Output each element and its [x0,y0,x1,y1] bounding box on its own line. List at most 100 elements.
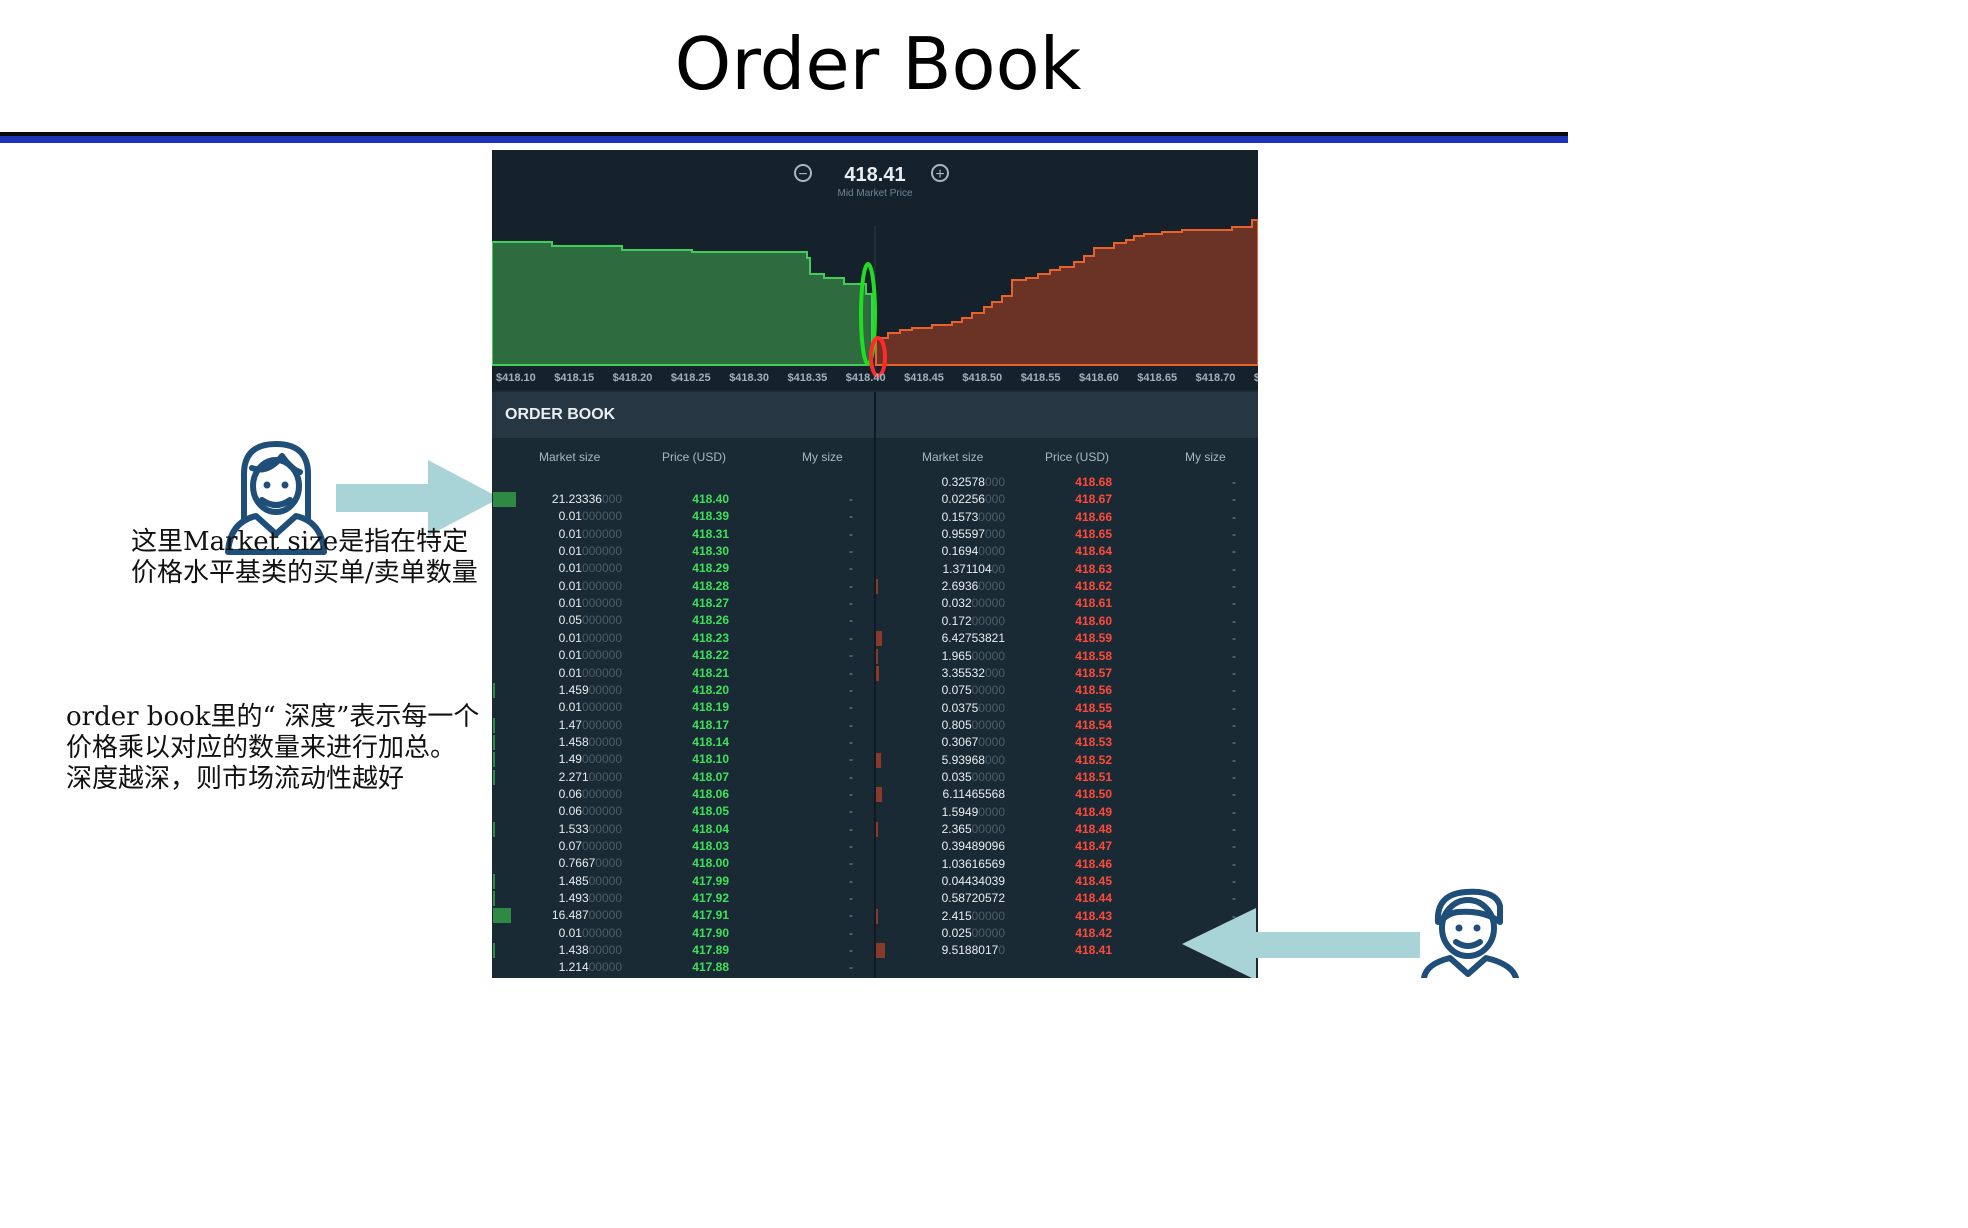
market-size-cell: 0.03750000 [941,700,1005,715]
bid-row[interactable]: 1.53300000 418.04 - [492,821,874,838]
zoom-out-button[interactable]: − [794,164,812,183]
bid-row[interactable]: 0.76670000 418.00 - [492,855,874,872]
price-cell: 418.31 [692,526,729,541]
ask-row[interactable]: 1.37110400 418.63 - [875,561,1257,578]
market-size-cell: 2.41500000 [941,908,1005,923]
bid-row[interactable]: 1.45900000 418.20 - [492,682,874,699]
ask-row[interactable]: 0.07500000 418.56 - [875,682,1257,699]
depth-chart-plot [492,219,1258,378]
ask-row[interactable]: 1.03616569 418.46 - [875,856,1257,873]
price-cell: 418.59 [1075,631,1112,646]
price-cell: 418.40 [692,492,729,506]
ask-row[interactable]: 6.11465568 418.50 - [875,786,1257,803]
ask-row[interactable]: 0.32578000 418.68 - [875,474,1257,491]
market-size-cell: 1.03616569 [941,856,1005,871]
ask-row[interactable]: 0.03200000 418.61 - [875,595,1257,612]
bid-row[interactable]: 21.23336000 418.40 - [492,491,874,508]
ask-row[interactable]: 2.69360000 418.62 - [875,578,1257,595]
bid-col-my-size: My size [802,450,843,464]
bid-row[interactable]: 0.01000000 418.21 - [492,665,874,682]
depth-bar [493,682,495,698]
bid-row[interactable]: 1.21400000 417.88 - [492,959,874,976]
ask-row[interactable]: 0.95597000 418.65 - [875,526,1257,543]
bid-row[interactable]: 0.01000000 418.19 - [492,699,874,716]
bid-row[interactable]: 0.01000000 418.39 - [492,508,874,525]
my-size-cell: - [1232,735,1236,750]
ask-row[interactable]: 0.04434039 418.45 - [875,873,1257,890]
depth-bar [493,492,516,507]
ask-row[interactable]: 2.41500000 418.43 - [875,908,1257,925]
my-size-cell: - [849,752,853,767]
my-size-cell: - [1232,596,1236,611]
order-book-screenshot: − 418.41 Mid Market Price + $418.10 $418.… [492,150,1258,978]
zoom-in-button[interactable]: + [931,164,949,183]
bid-row[interactable]: 0.06000000 418.05 - [492,803,874,820]
bid-row[interactable]: 1.49300000 417.92 - [492,890,874,907]
market-size-cell: 0.16940000 [941,544,1005,559]
my-size-cell: - [849,509,853,524]
ask-col-price: Price (USD) [1045,450,1110,464]
price-cell: 417.90 [692,925,729,940]
bid-row[interactable]: 1.43800000 417.89 - [492,942,874,959]
ask-row[interactable]: 0.58720572 418.44 - [875,890,1257,907]
my-size-cell: - [849,630,853,645]
price-tick: $418.10 [496,372,536,384]
market-size-cell: 0.02500000 [941,926,1005,941]
depth-bar [493,873,495,889]
ask-row[interactable]: 1.59490000 418.49 - [875,804,1257,821]
bid-row[interactable]: 0.01000000 418.22 - [492,647,874,664]
bid-row[interactable]: 0.01000000 418.27 - [492,595,874,612]
ask-row[interactable]: 0.39489096 418.47 - [875,838,1257,855]
market-size-cell: 0.30670000 [941,735,1005,750]
bid-row[interactable]: 1.47000000 418.17 - [492,717,874,734]
price-cell: 418.68 [1075,475,1112,489]
my-size-cell: - [849,856,853,871]
bid-row[interactable]: 0.01000000 418.29 - [492,560,874,577]
right-arrow-icon [336,460,500,536]
ask-row[interactable]: 0.80500000 418.54 - [875,717,1257,734]
bid-row[interactable]: 0.01000000 418.23 - [492,630,874,647]
man-avatar-icon [1421,888,1519,978]
bid-row[interactable]: 1.45800000 418.14 - [492,734,874,751]
price-cell: 417.92 [692,891,729,906]
mid-market-label: Mid Market Price [837,188,913,199]
price-tick: $418.45 [904,372,944,384]
ask-row[interactable]: 6.42753821 418.59 - [875,630,1257,647]
bid-row[interactable]: 0.06000000 418.06 - [492,786,874,803]
bid-row[interactable]: 0.05000000 418.26 - [492,612,874,629]
market-size-cell: 6.11465568 [942,787,1005,802]
market-size-cell: 0.01000000 [558,700,622,715]
bid-row[interactable]: 0.01000000 418.30 - [492,543,874,560]
ask-row[interactable]: 2.36500000 418.48 - [875,821,1257,838]
bid-row[interactable]: 16.48700000 417.91 - [492,907,874,924]
ask-row[interactable]: 1.96500000 418.58 - [875,648,1257,665]
ask-row[interactable]: 0.30670000 418.53 - [875,734,1257,751]
my-size-cell: - [1232,700,1236,715]
price-cell: 418.65 [1075,527,1112,542]
bid-row[interactable]: 1.48500000 417.99 - [492,873,874,890]
left-arrow-icon [1182,908,1420,978]
bid-row[interactable]: 1.49000000 418.10 - [492,751,874,768]
ask-row[interactable]: 0.03750000 418.55 - [875,700,1257,717]
bid-row[interactable]: 2.27100000 418.07 - [492,769,874,786]
ask-row[interactable]: 5.93968000 418.52 - [875,752,1257,769]
bid-row[interactable]: 0.01000000 418.31 - [492,526,874,543]
ask-row[interactable]: 3.35532000 418.57 - [875,665,1257,682]
bid-row[interactable]: 0.07000000 418.03 - [492,838,874,855]
title-rule-blue [0,136,1568,143]
ask-row[interactable]: 0.02256000 418.67 - [875,491,1257,508]
ask-row[interactable]: 0.03500000 418.51 - [875,769,1257,786]
price-cell: 418.17 [692,717,729,732]
my-size-cell: - [1232,908,1236,923]
market-size-cell: 0.01000000 [558,544,622,559]
price-cell: 418.39 [692,509,729,524]
ask-row[interactable]: 0.15730000 418.66 - [875,509,1257,526]
bid-row[interactable]: 0.01000000 418.28 - [492,578,874,595]
market-size-cell: 1.37110400 [942,561,1005,576]
market-size-cell: 5.93968000 [941,752,1005,767]
depth-bar [493,891,495,907]
ask-row[interactable]: 0.17200000 418.60 - [875,613,1257,630]
bid-row[interactable]: 0.01000000 417.90 - [492,925,874,942]
ask-row[interactable]: 0.16940000 418.64 - [875,543,1257,560]
